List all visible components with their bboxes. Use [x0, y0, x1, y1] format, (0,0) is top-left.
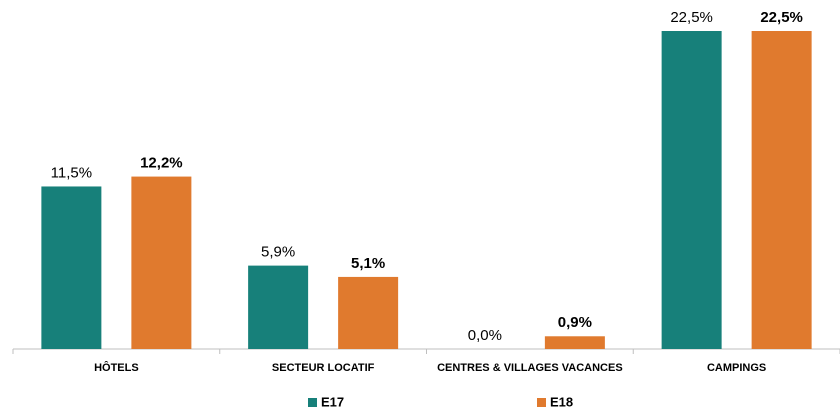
data-label: 11,5%: [51, 164, 92, 181]
x-tick-label: CAMPINGS: [707, 362, 766, 374]
bar: [248, 265, 309, 349]
bar: [338, 276, 399, 349]
bar: [751, 31, 812, 349]
x-tick-label: CENTRES & VILLAGES VACANCES: [437, 362, 623, 374]
bar: [41, 186, 102, 349]
bar: [544, 336, 605, 349]
legend-label: E17: [321, 394, 344, 409]
data-label: 22,5%: [760, 9, 803, 26]
data-label: 0,9%: [558, 314, 592, 331]
x-tick-label: SECTEUR LOCATIF: [272, 362, 375, 374]
x-tick-label: HÔTELS: [94, 361, 139, 374]
bar: [131, 176, 192, 349]
data-label: 22,5%: [670, 9, 713, 26]
data-label: 0,0%: [468, 327, 502, 344]
legend-swatch: [537, 398, 546, 407]
legend-swatch: [308, 398, 317, 407]
data-label: 12,2%: [140, 155, 183, 172]
data-label: 5,9%: [261, 244, 295, 261]
legend-label: E18: [550, 394, 573, 409]
data-label: 5,1%: [351, 255, 385, 272]
bar: [661, 31, 722, 349]
